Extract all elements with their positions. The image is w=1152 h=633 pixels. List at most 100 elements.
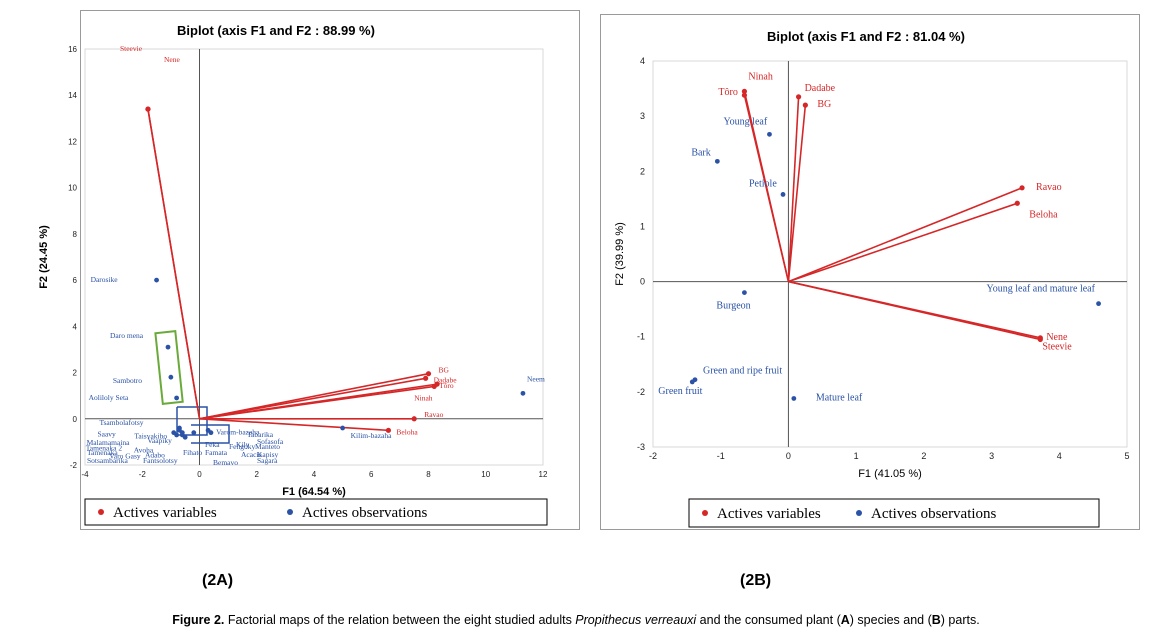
biplot-b-svg: -2 -1 0 1 2 3 4 5 -3 -2 -1 0 1 2 3 4 F1 (41.05 %) F2 (39.… <box>614 56 1130 528</box>
caption-text-2: and the consumed plant ( <box>696 613 841 627</box>
observation-label-daro-mena: Daro mena <box>110 331 144 340</box>
vector-nene <box>147 108 201 419</box>
variable-label-beloha: Beloha <box>1029 209 1058 220</box>
cluster-label-fengoky: Fengoky <box>229 442 256 451</box>
legend-box <box>688 498 1100 528</box>
y-tick-label: 1 <box>640 221 645 231</box>
observation-label-petiole: Petiole <box>749 178 777 189</box>
observation-point-daro-mena <box>165 344 171 350</box>
variable-point-dadabe <box>423 375 429 381</box>
x-axis-title: F1 (64.54 %) <box>282 486 346 498</box>
cluster-label-fantsolotsy: Fantsolotsy <box>143 456 178 465</box>
chart-title-a: Biplot (axis F1 and F2 : 88.99 %) <box>177 23 375 38</box>
variable-label-dadabe: Dadabe <box>805 83 836 94</box>
legend-variables-marker <box>98 509 104 515</box>
variable-point-t-ro <box>741 92 748 98</box>
y-tick-label: 2 <box>640 166 645 176</box>
observation-label-green-and-ripe-fruit: Green and ripe fruit <box>703 366 782 377</box>
variable-point-ravao <box>1019 185 1025 191</box>
observation-label-taisvakibo: Taisvakibo <box>134 432 167 441</box>
observation-point-young-leaf <box>767 131 772 137</box>
caption-text-4: ) parts. <box>940 613 980 627</box>
legend-box <box>84 498 548 526</box>
y-tick-label: 8 <box>73 230 78 239</box>
vector-ravao <box>788 187 1023 283</box>
y-tick-label: -2 <box>637 387 645 397</box>
cluster-label-sofasofa: Sofasofa <box>257 437 284 446</box>
observation-label-vaapiky: Vaapiky <box>147 436 172 445</box>
y-axis-title: F2 (39.99 %) <box>614 222 626 286</box>
x-tick-label: 10 <box>481 470 490 479</box>
cluster-label-famata: Famata <box>205 448 228 457</box>
observation-label-young-leaf: Young leaf <box>723 116 767 127</box>
legend-observations-marker <box>856 510 862 516</box>
cluster-label-bemavo: Bemavo <box>213 458 238 467</box>
y-tick-label: 16 <box>68 45 77 54</box>
observation-label-young-leaf-and-mature-leaf: Young leaf and mature leaf <box>987 284 1096 295</box>
observation-label-neem: Neem <box>527 374 545 383</box>
biplot-panel-b: Biplot (axis F1 and F2 : 81.04 %) -2 -1 0 1… <box>600 14 1140 530</box>
vector-beloha <box>199 417 389 432</box>
variable-point-ninah <box>741 88 748 94</box>
chart-title-b: Biplot (axis F1 and F2 : 81.04 %) <box>767 29 965 44</box>
x-tick-label: -2 <box>649 451 657 461</box>
observation-label-aoliloly-seta: Aoliloly Seta <box>89 393 129 402</box>
x-tick-label: 5 <box>1124 451 1129 461</box>
y-tick-label: 0 <box>640 277 645 287</box>
y-tick-label: 6 <box>73 276 78 285</box>
variable-label-ravao: Ravao <box>424 410 443 419</box>
group-box-green <box>154 330 184 405</box>
y-tick-label: 3 <box>640 111 645 121</box>
cluster-label-acacia: Acacia <box>241 450 262 459</box>
legend-observations-label: Actives observations <box>871 506 997 522</box>
variable-label-ninah: Ninah <box>414 393 433 402</box>
y-tick-label: -1 <box>637 332 645 342</box>
variable-point-bg <box>425 371 432 377</box>
caption-b: B <box>931 613 941 627</box>
observation-point-burgeon <box>742 290 747 295</box>
y-tick-label: 12 <box>68 137 77 146</box>
observation-point-darosike <box>154 277 159 283</box>
x-tick-label: 6 <box>369 470 374 479</box>
variable-point-dadabe <box>795 94 802 100</box>
observation-label-sambotro: Sambotro <box>113 376 142 385</box>
observation-label-avoha: Avoha <box>134 446 154 455</box>
variable-point-ninah <box>431 383 437 390</box>
observation-point-petiole <box>780 192 786 197</box>
x-tick-label: 2 <box>255 470 260 479</box>
cluster-label-tamenaka: Tamenaka <box>87 448 118 457</box>
x-tick-label: 1 <box>854 451 859 461</box>
legend-observations-marker <box>287 509 293 515</box>
variable-label-steevie: Steevie <box>1042 341 1072 352</box>
x-tick-label: 3 <box>989 451 994 461</box>
x-tick-label: 0 <box>197 470 202 479</box>
x-tick-label: -4 <box>81 470 89 479</box>
x-tick-label: -2 <box>139 470 147 479</box>
cluster-label-fihato: Fihato <box>183 448 202 457</box>
observation-label-tsambolafotsy: Tsambolafotsy <box>99 418 143 427</box>
legend-variables-marker <box>702 510 708 516</box>
variable-point-steevie <box>1037 336 1043 343</box>
variable-point-beloha <box>1014 200 1020 206</box>
observation-label-tamenaka-2: Tamenaka 2 <box>86 444 123 453</box>
cluster-label-manteto: Manteto <box>255 442 280 451</box>
vector-steevie <box>788 280 1041 341</box>
variable-label-ravao: Ravao <box>1036 182 1062 193</box>
variable-point-nene <box>145 106 151 112</box>
observation-label-green-fruit: Green fruit <box>658 386 702 397</box>
observation-label-adabo: Adabo <box>145 451 165 460</box>
observation-label-varo-gasy: Varo Gasy <box>109 451 141 460</box>
cluster-label-kily: Kily <box>236 440 250 449</box>
x-tick-label: 4 <box>312 470 317 479</box>
variable-point-beloha <box>385 427 392 433</box>
vector-bg <box>787 105 807 282</box>
observation-label-saavy: Saavy <box>97 429 116 438</box>
vector-ninah <box>199 385 435 420</box>
figure-caption: Figure 2. Factorial maps of the relation… <box>0 613 1152 627</box>
observation-point-adabo <box>208 430 214 436</box>
y-tick-label: 4 <box>640 56 645 66</box>
legend-variables-label: Actives variables <box>717 506 821 522</box>
observation-point-green-fruit <box>689 379 695 385</box>
variable-label-t-ro: Tôro <box>439 381 454 390</box>
cluster-label-tabarika: Tabarika <box>247 430 274 439</box>
